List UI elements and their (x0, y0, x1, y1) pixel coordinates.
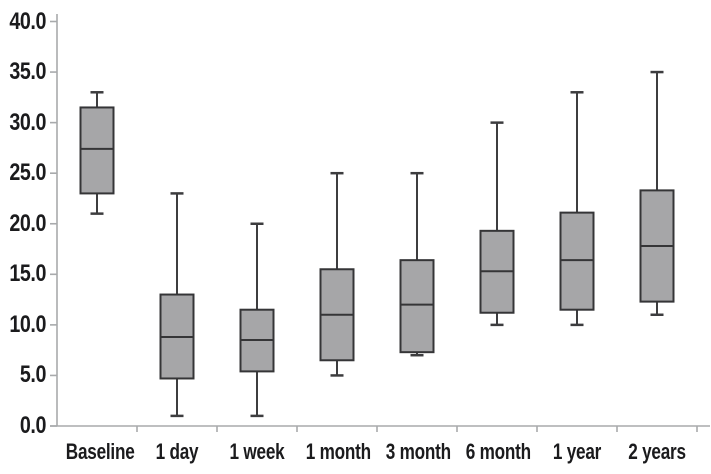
box-group-2-years (639, 70, 675, 317)
x-category-label-1-day: 1 day (155, 439, 199, 464)
y-tick-label: 35.0 (9, 58, 46, 86)
y-tick-label: 5.0 (19, 361, 47, 389)
box-group-3-month (399, 171, 435, 357)
iqr-box (79, 106, 115, 195)
x-category-label-2-years: 2 years (628, 439, 686, 464)
y-tick-label: 10.0 (9, 310, 46, 338)
x-category-label-1-year: 1 year (552, 439, 602, 464)
box-group-1-year (559, 91, 595, 327)
box-group-1-month (319, 171, 355, 377)
box-group-baseline (79, 91, 115, 215)
y-tick-label: 30.0 (9, 108, 46, 136)
y-tick-label: 40.0 (9, 7, 46, 35)
box-group-1-week (239, 222, 275, 418)
box-group-6-month (479, 121, 515, 327)
iqr-box (399, 259, 435, 354)
y-tick-label: 0.0 (19, 412, 47, 439)
y-tick-label: 15.0 (9, 260, 46, 288)
x-category-label-6-month: 6 month (465, 439, 531, 464)
iqr-box (559, 211, 595, 311)
y-tick-label: 25.0 (9, 159, 46, 187)
box-group-1-day (159, 192, 195, 418)
y-tick-label: 20.0 (9, 209, 46, 237)
x-category-label-baseline: Baseline (65, 439, 135, 464)
x-category-label-1-month: 1 month (305, 439, 371, 464)
x-category-label-3-month: 3 month (385, 439, 451, 464)
x-category-label-1-week: 1 week (229, 439, 285, 464)
